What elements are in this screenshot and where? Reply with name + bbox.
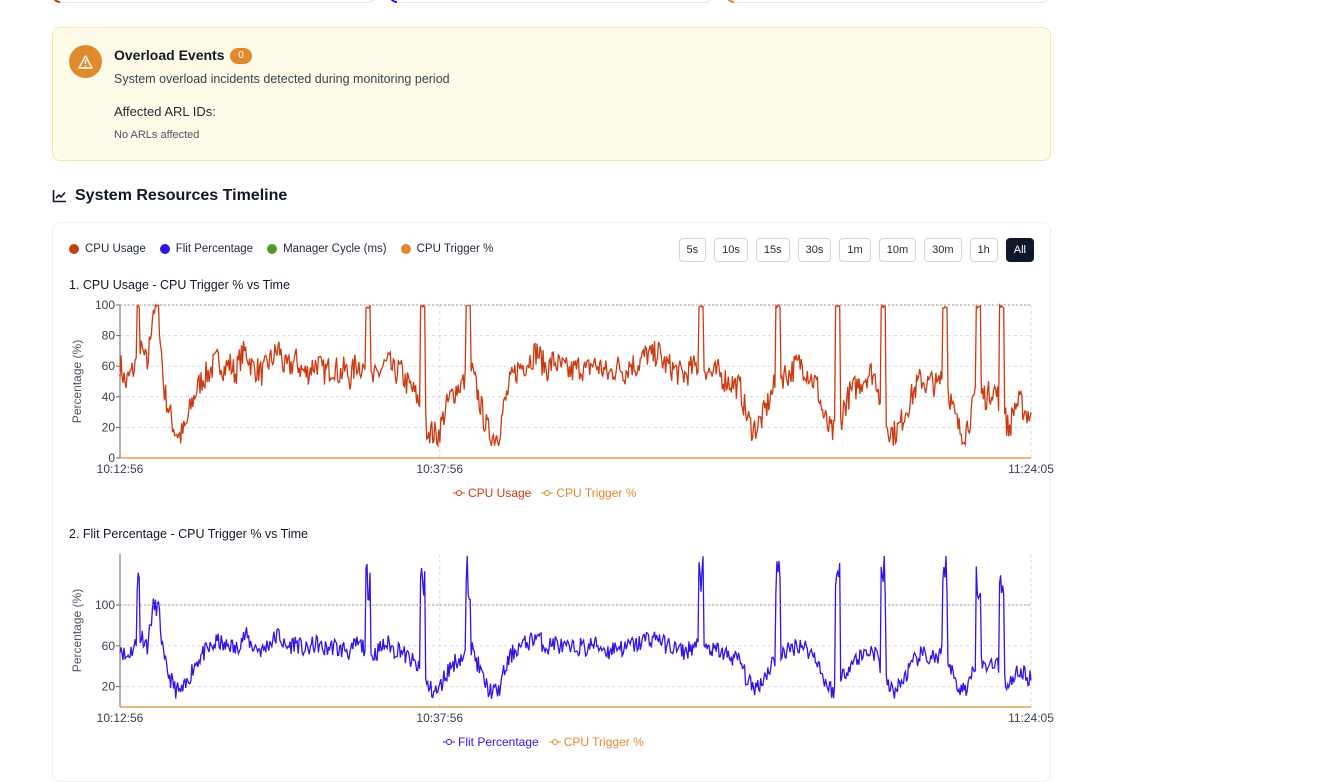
range-button-5s[interactable]: 5s — [678, 238, 707, 262]
legend-label: CPU Trigger % — [416, 243, 494, 255]
series-line — [119, 303, 1032, 448]
legend-label: CPU Trigger % — [556, 486, 637, 500]
chart-1-legend-item[interactable]: CPU Usage — [453, 486, 531, 500]
legend-dot-icon — [159, 244, 170, 254]
legend-item[interactable]: CPU Usage — [69, 243, 146, 255]
x-tick-label: 10:37:56 — [416, 711, 463, 725]
chart-2-legend: Flit Percentage CPU Trigger % — [443, 735, 644, 749]
range-button-1h[interactable]: 1h — [969, 238, 998, 262]
x-tick-label: 11:24:05 — [1008, 711, 1054, 725]
cpu-usage-chart[interactable]: 0 20 40 60 80 100 10:12:56 10:37:56 11:24:05 Perc… — [53, 295, 1054, 505]
y-tick-label: 40 — [102, 390, 116, 404]
y-axis-label: Percentage (%) — [70, 589, 84, 672]
y-tick-label: 100 — [95, 298, 115, 312]
series-legend: CPU Usage Flit Percentage Manager Cycle (m… — [69, 243, 493, 255]
range-button-10s[interactable]: 10s — [714, 238, 748, 262]
overload-count-badge: 0 — [230, 48, 252, 64]
x-tick-label: 11:24:05 — [1008, 462, 1054, 476]
chart-2-legend-item[interactable]: Flit Percentage — [443, 735, 539, 749]
x-tick-label: 10:12:56 — [97, 711, 144, 725]
legend-label: Flit Percentage — [458, 735, 539, 749]
y-axis-label: Percentage (%) — [70, 340, 84, 423]
range-button-1m[interactable]: 1m — [839, 238, 871, 262]
range-button-30s[interactable]: 30s — [797, 238, 832, 262]
line-marker-icon — [548, 739, 561, 745]
warning-icon — [69, 45, 102, 78]
legend-label: CPU Usage — [85, 243, 146, 255]
range-button-15s[interactable]: 15s — [755, 238, 790, 262]
timeline-heading: System Resources Timeline — [52, 187, 287, 205]
stat-card — [52, 0, 377, 3]
x-tick-label: 10:37:56 — [416, 462, 463, 476]
legend-dot-icon — [69, 244, 79, 254]
series-line — [119, 555, 1032, 699]
overload-description: System overload incidents detected durin… — [114, 72, 450, 86]
stat-cards-row — [52, 0, 1052, 3]
y-tick-label: 20 — [102, 680, 116, 694]
range-button-10m[interactable]: 10m — [878, 238, 917, 262]
overload-events-panel: Overload Events 0 System overload incide… — [52, 27, 1051, 161]
y-tick-label: 80 — [102, 329, 116, 343]
chart-1-title: 1. CPU Usage - CPU Trigger % vs Time — [69, 278, 290, 292]
legend-label: CPU Usage — [468, 486, 532, 500]
flit-percentage-chart[interactable]: 20 60 100 10:12:56 10:37:56 11:24:05 Percentag… — [53, 544, 1054, 754]
range-button-30m[interactable]: 30m — [924, 238, 962, 262]
stat-card — [389, 0, 714, 3]
range-button-All[interactable]: All — [1005, 238, 1034, 262]
legend-item[interactable]: CPU Trigger % — [400, 243, 494, 255]
chart-1-legend: CPU Usage CPU Trigger % — [453, 486, 636, 500]
legend-label: Flit Percentage — [175, 243, 254, 255]
legend-label: Manager Cycle (ms) — [283, 243, 387, 255]
x-tick-label: 10:12:56 — [97, 462, 144, 476]
y-tick-label: 60 — [102, 359, 116, 373]
legend-label: CPU Trigger % — [563, 735, 644, 749]
stat-card — [726, 0, 1051, 3]
y-tick-label: 100 — [95, 598, 115, 612]
affected-arl-label: Affected ARL IDs: — [114, 104, 216, 119]
y-tick-label: 60 — [102, 639, 116, 653]
y-tick-label: 0 — [108, 451, 115, 465]
legend-item[interactable]: Manager Cycle (ms) — [267, 243, 387, 255]
chart-1-legend-item[interactable]: CPU Trigger % — [541, 486, 636, 500]
time-range-selector: 5s 10s 15s 30s 1m 10m 30m 1h All — [678, 238, 1034, 262]
line-marker-icon — [443, 739, 455, 745]
chart-2-title: 2. Flit Percentage - CPU Trigger % vs Ti… — [69, 527, 308, 541]
legend-dot-icon — [267, 244, 278, 254]
chart-2-legend-item[interactable]: CPU Trigger % — [548, 735, 644, 749]
legend-dot-icon — [400, 244, 411, 254]
y-tick-label: 20 — [102, 420, 116, 434]
legend-item[interactable]: Flit Percentage — [159, 243, 254, 255]
line-chart-icon — [52, 190, 66, 203]
timeline-panel: CPU Usage Flit Percentage Manager Cycle (m… — [52, 222, 1054, 782]
overload-title: Overload Events — [114, 47, 225, 63]
affected-arl-value: No ARLs affected — [114, 129, 200, 141]
timeline-title: System Resources Timeline — [75, 187, 288, 204]
line-marker-icon — [541, 490, 554, 496]
line-marker-icon — [453, 490, 465, 496]
